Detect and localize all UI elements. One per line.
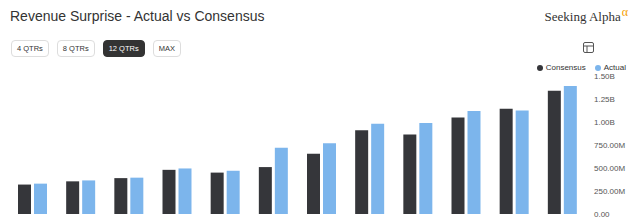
svg-text:750.00M: 750.00M	[594, 141, 625, 150]
html-text:8 QTRs: 8 QTRs	[62, 44, 89, 53]
html-text:Revenue Surprise - Actual vs C: Revenue Surprise - Actual vs Consensus	[10, 8, 265, 24]
svg-text:0.00: 0.00	[594, 210, 610, 219]
svg-text:500.00M: 500.00M	[594, 164, 625, 173]
svg-text:1.50B: 1.50B	[594, 72, 615, 81]
html-text:Consensus: Consensus	[545, 63, 586, 72]
svg-text:250.00M: 250.00M	[594, 187, 625, 196]
svg-text:1.25B: 1.25B	[594, 95, 615, 104]
html-text:MAX: MAX	[158, 44, 175, 53]
html-text:Seeking Alphaα: Seeking Alphaα	[544, 5, 628, 24]
html-text:4 QTRs: 4 QTRs	[17, 44, 43, 53]
svg-text:1.00B: 1.00B	[594, 118, 615, 127]
html-text:Actual: Actual	[603, 63, 626, 72]
html-text:12 QTRs: 12 QTRs	[108, 44, 139, 53]
